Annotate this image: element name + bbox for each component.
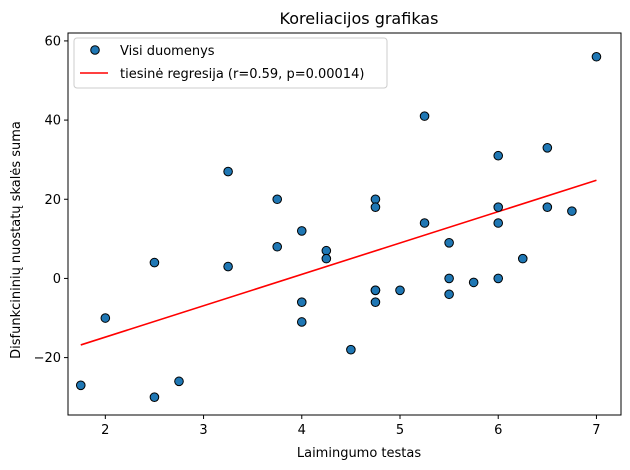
data-point [419,111,430,121]
data-point [149,392,160,402]
data-point [468,277,479,288]
data-point [100,313,111,323]
data-point [567,206,577,216]
x-axis-label: Laimingumo testas [297,446,422,461]
legend-label-scatter: Visi duomenys [120,44,215,59]
data-point [517,253,528,264]
data-point [223,166,233,177]
regression-line [80,179,597,346]
y-tick-label: 0 [53,272,61,287]
data-point [75,380,86,391]
data-point [493,273,504,284]
data-point [370,285,381,296]
data-point [493,202,504,212]
data-point [321,245,332,256]
data-point [370,194,381,205]
data-point [444,238,454,248]
data-point [296,297,307,307]
data-point [149,257,160,268]
y-tick-label: 60 [44,34,61,49]
y-tick-label: 40 [44,114,61,129]
data-point [444,273,454,284]
data-point [223,261,233,272]
y-tick-label: −20 [34,351,61,366]
plot-data [75,51,602,402]
x-tick-label: 4 [298,423,306,438]
data-point [493,218,504,228]
legend-label-line: tiesinė regresija (r=0.59, p=0.00014) [120,67,364,82]
data-point [395,285,405,296]
data-point [542,142,553,153]
x-tick-label: 7 [592,423,600,438]
legend-box [73,37,388,89]
data-point [370,202,381,212]
data-point [493,150,504,161]
data-point [296,226,307,236]
data-point [272,241,283,252]
data-point [591,51,602,62]
y-tick-label: 20 [44,193,61,208]
data-point [444,289,454,300]
chart-title: Koreliacijos grafikas [280,9,439,28]
data-point [321,253,332,264]
axes: 2 3 4 5 6 7 −20 0 20 40 60 [34,32,622,438]
data-point [542,202,553,212]
y-axis-label: Disfunkcininių nuostatų skalės suma [9,121,24,359]
data-point [370,297,381,307]
data-point [296,317,307,327]
legend: Visi duomenys tiesinė regresija (r=0.59, … [73,37,388,89]
plot-frame [67,32,622,416]
x-tick-label: 3 [199,423,207,438]
x-tick-label: 2 [101,423,109,438]
data-point [419,218,430,228]
x-tick-label: 5 [396,423,404,438]
x-tick-label: 6 [494,423,502,438]
data-point [174,376,184,387]
data-point [272,194,283,205]
legend-marker-scatter [90,45,100,55]
data-point [346,344,356,355]
